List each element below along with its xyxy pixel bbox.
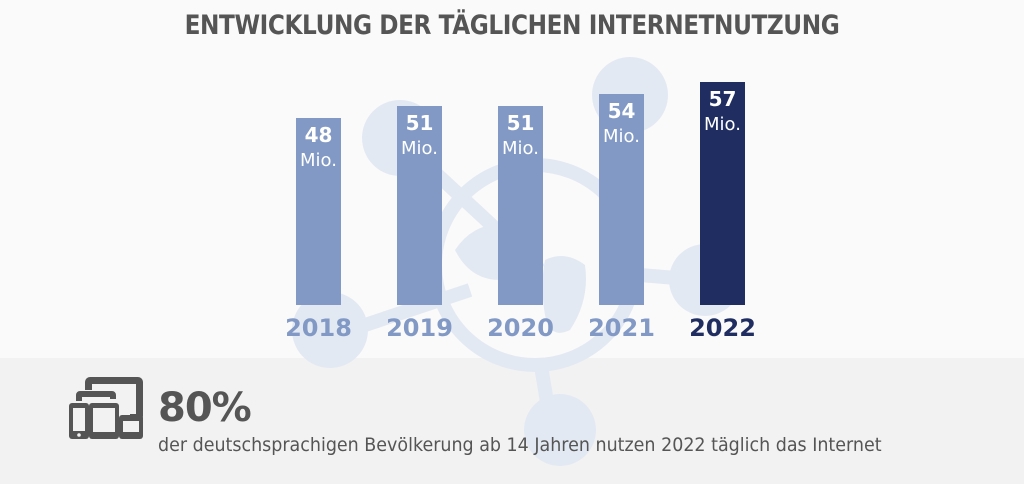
network-node [524, 394, 596, 466]
unit-label: Mio. [704, 114, 741, 135]
bar-2019 [397, 106, 442, 305]
value-label: 54 [608, 99, 636, 123]
summary-stat: 80% [158, 385, 252, 431]
value-label: 48 [305, 123, 333, 147]
year-label: 2020 [487, 314, 554, 342]
summary-band [0, 358, 1024, 484]
bar-2021 [599, 94, 644, 305]
unit-label: Mio. [502, 138, 539, 159]
year-label: 2021 [588, 314, 655, 342]
unit-label: Mio. [300, 150, 337, 171]
year-label: 2022 [689, 314, 756, 342]
devices-icon [69, 377, 143, 439]
chart-title: ENTWICKLUNG DER TÄGLICHEN INTERNETNUTZUN… [184, 10, 840, 41]
year-label: 2019 [386, 314, 453, 342]
unit-label: Mio. [401, 138, 438, 159]
bar-chart: 48 Mio. 2018 51 Mio. 2019 51 Mio. 2020 54 Mio. 2021… [285, 82, 756, 342]
bar-2020 [498, 106, 543, 305]
value-label: 51 [507, 111, 535, 135]
value-label: 57 [709, 87, 737, 111]
bar-2018 [296, 118, 341, 305]
globe-continent [542, 256, 586, 333]
bar-2022 [700, 82, 745, 305]
network-node [292, 292, 368, 368]
value-label: 51 [406, 111, 434, 135]
year-label: 2018 [285, 314, 352, 342]
unit-label: Mio. [603, 126, 640, 147]
summary-caption: der deutschsprachigen Bevölkerung ab 14 … [158, 434, 882, 456]
